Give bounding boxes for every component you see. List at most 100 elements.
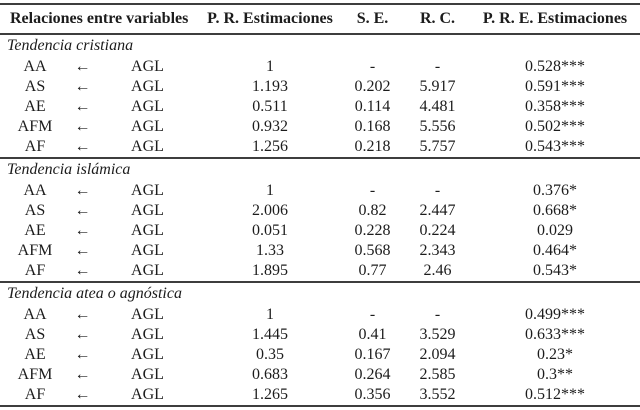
left-arrow-glyph: ← [74,326,91,343]
dependent-variable: AE [24,346,46,363]
critical-ratio-value: 0.224 [419,222,456,239]
table-row: AE ← AGL 0.511 0.114 4.481 0.358*** [0,97,640,117]
standard-error-value: 0.77 [358,262,387,279]
standardized-estimate-value: 0.358*** [525,98,585,115]
standard-error-value: - [369,306,376,323]
header-pr-estimaciones: P. R. Estimaciones [207,10,333,27]
left-arrow-glyph: ← [74,182,91,199]
predictor-variable: AGL [131,306,164,323]
standard-error-value: 0.218 [354,138,391,155]
predictor-variable: AGL [131,366,164,383]
pr-estimate-value: 0.511 [252,98,288,115]
critical-ratio-value: 2.585 [419,366,456,383]
standard-error-value: 0.114 [354,98,391,115]
table-row: AF ← AGL 1.265 0.356 3.552 0.512*** [0,385,640,405]
critical-ratio-value: - [434,58,441,75]
predictor-variable: AGL [131,138,164,155]
table-row: AFM ← AGL 0.932 0.168 5.556 0.502*** [0,117,640,137]
predictor-variable: AGL [131,182,164,199]
left-arrow-glyph: ← [74,222,91,239]
header-rc: R. C. [419,10,456,27]
left-arrow-glyph: ← [74,346,91,363]
header-pre-estimaciones: P. R. E. Estimaciones [482,10,628,27]
dependent-variable: AFM [17,366,53,383]
left-arrow-glyph: ← [74,202,91,219]
left-arrow-glyph: ← [74,386,91,403]
standard-error-value: - [369,58,376,75]
pr-estimate-value: 1 [266,58,274,75]
table-row: AFM ← AGL 0.683 0.264 2.585 0.3** [0,365,640,385]
dependent-variable: AF [24,262,46,279]
table-row: AF ← AGL 1.256 0.218 5.757 0.543*** [0,137,640,157]
table-row: AA ← AGL 1 - - 0.376* [0,181,640,201]
header-bottom-rule [0,33,640,35]
table-row: AFM ← AGL 1.33 0.568 2.343 0.464* [0,241,640,261]
pr-estimate-value: 0.932 [252,118,288,135]
dependent-variable: AA [23,58,47,75]
critical-ratio-value: 4.481 [419,98,456,115]
dependent-variable: AFM [17,118,53,135]
header-relaciones-entre-variables: Relaciones entre variables [10,10,189,27]
standard-error-value: 0.356 [354,386,391,403]
standardized-estimate-value: 0.528*** [525,58,585,75]
table-row: AS ← AGL 1.193 0.202 5.917 0.591*** [0,77,640,97]
left-arrow-glyph: ← [74,98,91,115]
table-row: AS ← AGL 2.006 0.82 2.447 0.668* [0,201,640,221]
pr-estimate-value: 1 [266,182,274,199]
left-arrow-glyph: ← [74,306,91,323]
group-rows: AA ← AGL 1 - - 0.376* AS ← AGL 2.006 0.8… [0,181,640,281]
table-row: AA ← AGL 1 - - 0.528*** [0,57,640,77]
predictor-variable: AGL [131,386,164,403]
critical-ratio-value: - [434,182,441,199]
predictor-variable: AGL [131,118,164,135]
standard-error-value: 0.202 [354,78,391,95]
standardized-estimate-value: 0.376* [533,182,577,199]
pr-estimate-value: 1.895 [252,262,288,279]
left-arrow-glyph: ← [74,366,91,383]
standardized-estimate-value: 0.543* [533,262,577,279]
pr-estimate-value: 1.33 [256,242,284,259]
group-title: Tendencia islámica [7,161,131,178]
dependent-variable: AF [24,386,46,403]
table-row: AE ← AGL 0.35 0.167 2.094 0.23* [0,345,640,365]
dependent-variable: AS [24,326,46,343]
table-header-row: Relaciones entre variables P. R. Estimac… [0,5,640,33]
standardized-estimate-value: 0.512*** [525,386,585,403]
critical-ratio-value: 3.552 [419,386,456,403]
dependent-variable: AE [24,222,46,239]
pr-estimate-value: 1.265 [252,386,288,403]
table-top-rule [0,3,640,5]
pr-estimate-value: 0.35 [256,346,284,363]
group-rows: AA ← AGL 1 - - 0.499*** AS ← AGL 1.445 0… [0,305,640,405]
standard-error-value: 0.568 [354,242,391,259]
dependent-variable: AFM [17,242,53,259]
standardized-estimate-value: 0.029 [537,222,573,239]
pr-estimate-value: 1.445 [252,326,288,343]
critical-ratio-value: - [434,306,441,323]
table-group: Tendencia atea o agnóstica AA ← AGL 1 - … [0,283,640,405]
standardized-estimate-value: 0.543*** [525,138,585,155]
standardized-estimate-value: 0.668* [533,202,577,219]
standardized-estimate-value: 0.23* [537,346,573,363]
predictor-variable: AGL [131,202,164,219]
pr-estimate-value: 1 [266,306,274,323]
pr-estimate-value: 1.256 [252,138,288,155]
predictor-variable: AGL [131,58,164,75]
predictor-variable: AGL [131,326,164,343]
standardized-estimate-value: 0.591*** [525,78,585,95]
standardized-estimate-value: 0.633*** [525,326,585,343]
left-arrow-glyph: ← [74,78,91,95]
standardized-estimate-value: 0.502*** [525,118,585,135]
critical-ratio-value: 5.556 [419,118,456,135]
predictor-variable: AGL [131,222,164,239]
critical-ratio-value: 2.094 [419,346,456,363]
critical-ratio-value: 2.46 [423,262,452,279]
standard-error-value: 0.167 [354,346,391,363]
left-arrow-glyph: ← [74,138,91,155]
standard-error-value: - [369,182,376,199]
standard-error-value: 0.168 [354,118,391,135]
standard-error-value: 0.41 [358,326,387,343]
standard-error-value: 0.82 [358,202,387,219]
table-row: AA ← AGL 1 - - 0.499*** [0,305,640,325]
